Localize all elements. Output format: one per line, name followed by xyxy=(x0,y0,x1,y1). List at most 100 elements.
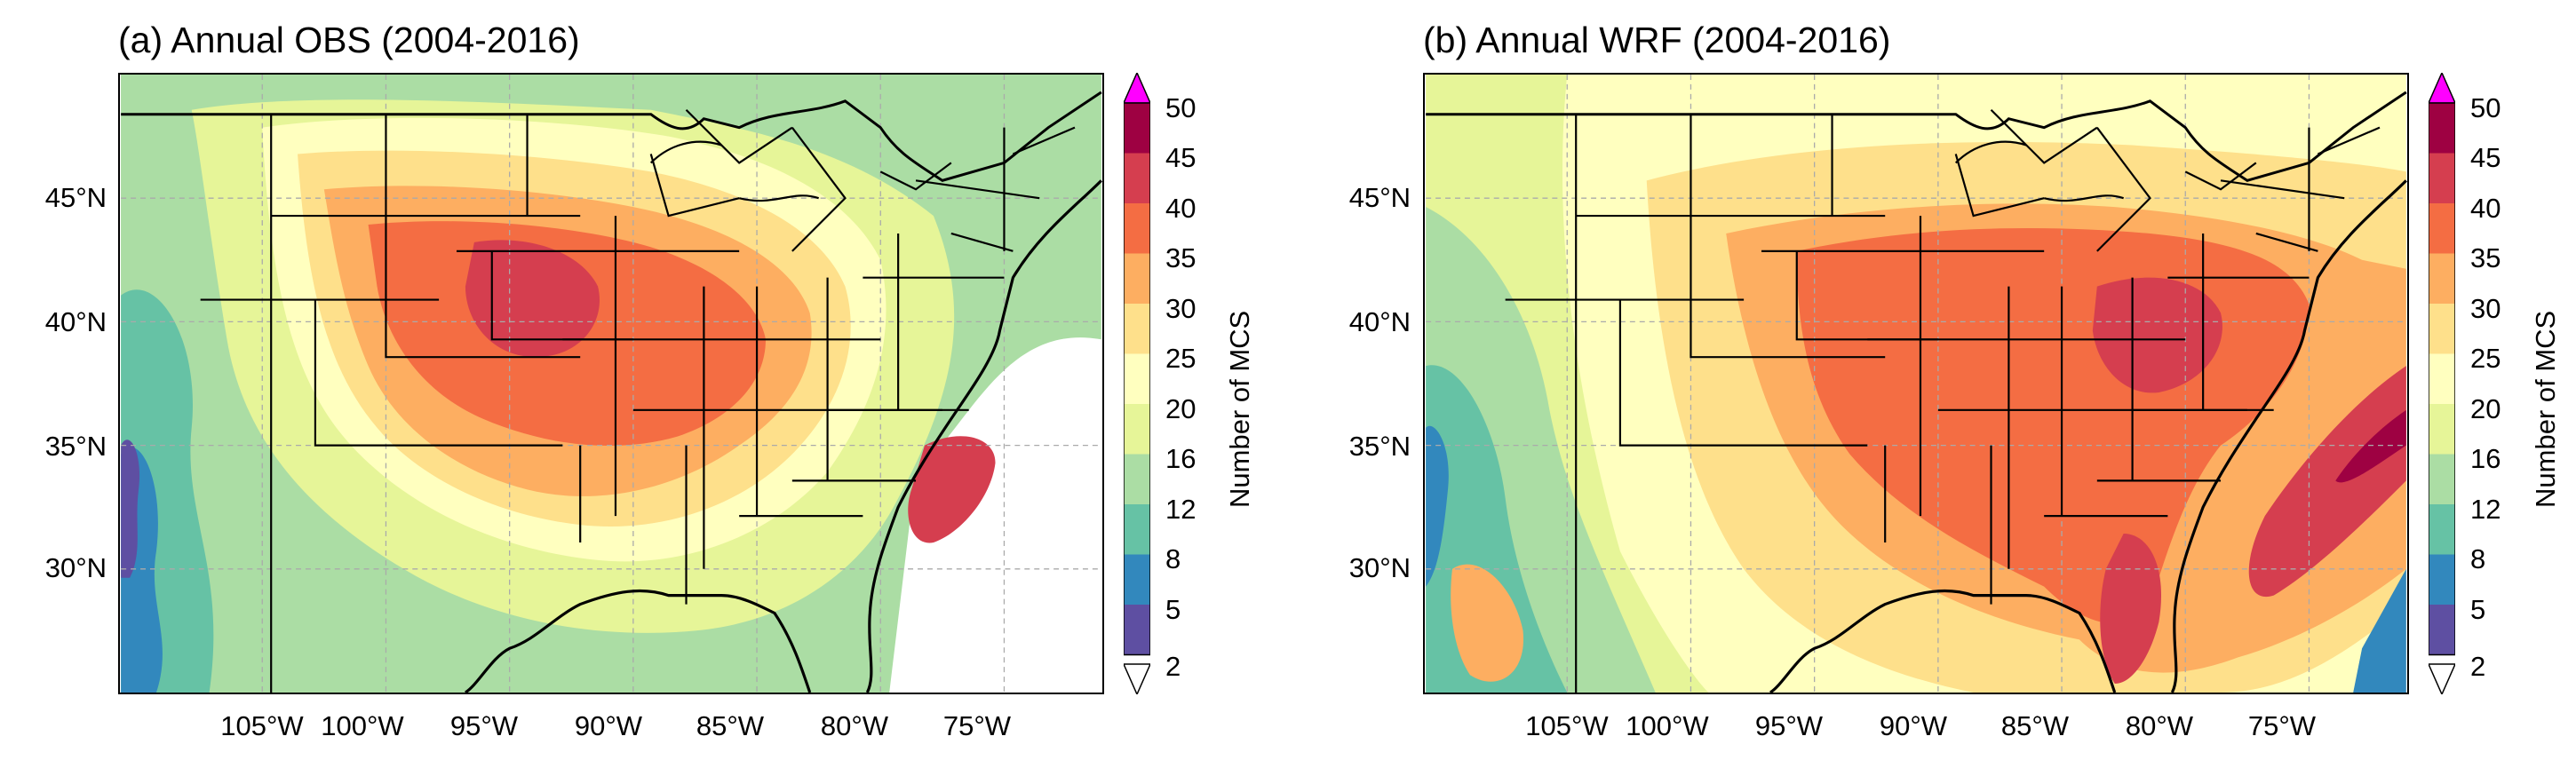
state-border xyxy=(685,108,793,164)
colorbar-band xyxy=(1124,203,1150,254)
colorbar-band xyxy=(1124,153,1150,204)
colorbar-band xyxy=(2429,304,2455,354)
lon-label-100w: 100°W xyxy=(321,710,404,741)
cb-tick-40: 40 xyxy=(1165,193,1197,224)
lon-label-80w: 80°W xyxy=(2125,710,2194,741)
lon-label-105w: 105°W xyxy=(1525,710,1609,741)
lon-label-85w: 85°W xyxy=(2000,710,2070,741)
lon-label-95w: 95°W xyxy=(449,710,519,741)
colorbar-title: Number of MCS xyxy=(1224,310,1255,508)
state-border xyxy=(1990,108,2098,164)
cb-tick-16: 16 xyxy=(2470,443,2501,474)
colorbar-band xyxy=(1124,554,1150,606)
panel-title: (a) Annual OBS (2004-2016) xyxy=(118,20,580,60)
field-appalachian-40-45 xyxy=(2092,277,2222,393)
map-layer xyxy=(121,75,1102,693)
cb-tick-35: 35 xyxy=(1165,242,1197,273)
colorbar-obs-svg xyxy=(1122,71,1152,696)
state-border xyxy=(1954,140,2027,164)
colorbar-over-triangle xyxy=(1122,71,1152,104)
state-border xyxy=(2043,194,2125,202)
colorbar-band xyxy=(1124,304,1150,354)
colorbar-wrf xyxy=(2427,71,2457,696)
state-border xyxy=(2220,179,2345,200)
cb-tick-2: 2 xyxy=(2470,651,2486,682)
lat-label-45: 45°N xyxy=(1348,182,1411,213)
cb-tick-8: 8 xyxy=(2470,543,2486,574)
colorbar-band xyxy=(1124,103,1150,154)
national-border xyxy=(121,91,1102,182)
field-atlantic-40-45 xyxy=(2248,366,2406,598)
lon-label-75w: 75°W xyxy=(2247,710,2317,741)
cb-tick-30: 30 xyxy=(2470,293,2501,324)
colorbar-wrf-svg xyxy=(2427,71,2457,696)
lat-label-40: 40°N xyxy=(1348,306,1411,337)
state-border xyxy=(1690,216,1886,359)
lon-label-90w: 90°W xyxy=(1879,710,1948,741)
colorbar-band xyxy=(2429,353,2455,405)
state-border xyxy=(879,162,952,191)
state-border xyxy=(1618,299,1868,447)
lon-label-75w: 75°W xyxy=(942,710,1012,741)
coastline xyxy=(464,179,1102,693)
field-40-45 xyxy=(465,240,600,358)
cb-tick-2: 2 xyxy=(1165,651,1181,682)
cb-tick-50: 50 xyxy=(2470,92,2501,123)
map-obs xyxy=(118,73,1104,694)
lat-label-30: 30°N xyxy=(1348,552,1411,583)
field-se-5-8 xyxy=(2353,568,2406,693)
lat-label-35: 35°N xyxy=(1348,431,1411,462)
state-border xyxy=(2184,162,2257,191)
colorbar-band xyxy=(2429,605,2455,655)
lon-label-80w: 80°W xyxy=(820,710,889,741)
colorbar-band xyxy=(2429,153,2455,204)
cb-tick-30: 30 xyxy=(1165,293,1197,324)
state-border xyxy=(738,194,820,202)
state-border xyxy=(1012,126,1076,155)
cb-tick-35: 35 xyxy=(2470,242,2501,273)
map-layer xyxy=(1426,75,2407,693)
lon-label-105w: 105°W xyxy=(220,710,304,741)
panel-obs: (a) Annual OBS (2004-2016) 45°N 40°N 35°… xyxy=(44,20,1255,741)
colorbar-band xyxy=(2429,203,2455,254)
state-border xyxy=(791,127,847,252)
state-border xyxy=(314,299,563,447)
state-border xyxy=(2317,126,2381,155)
lat-label-35: 35°N xyxy=(44,431,107,462)
state-border xyxy=(950,232,1014,252)
state-border xyxy=(385,216,581,359)
cb-tick-40: 40 xyxy=(2470,193,2501,224)
cb-tick-8: 8 xyxy=(1165,543,1181,574)
lon-label-95w: 95°W xyxy=(1754,710,1824,741)
cb-tick-16: 16 xyxy=(1165,443,1197,474)
lat-label-30: 30°N xyxy=(44,552,107,583)
cb-tick-20: 20 xyxy=(1165,393,1197,424)
field-atlantic-40-45 xyxy=(908,436,996,543)
colorbar-band xyxy=(2429,103,2455,154)
state-border xyxy=(915,179,1040,200)
cb-tick-50: 50 xyxy=(1165,92,1197,123)
field-sw-30-35 xyxy=(1451,564,1524,682)
colorbar-band xyxy=(1124,253,1150,305)
cb-tick-5: 5 xyxy=(2470,594,2486,625)
colorbar-band xyxy=(1124,504,1150,555)
cb-tick-45: 45 xyxy=(1165,142,1197,173)
lon-label-85w: 85°W xyxy=(696,710,765,741)
state-border xyxy=(2255,232,2318,252)
cb-tick-5: 5 xyxy=(1165,594,1181,625)
map-wrf xyxy=(1423,73,2409,694)
colorbar-band xyxy=(2429,454,2455,505)
colorbar-band xyxy=(1124,605,1150,655)
colorbar-over-triangle xyxy=(2427,71,2457,104)
colorbar-title: Number of MCS xyxy=(2530,310,2561,508)
map-obs-canvas xyxy=(121,75,1102,693)
field-atlantic-45-50 xyxy=(2335,409,2406,483)
cb-tick-12: 12 xyxy=(2470,494,2501,525)
field-2-5 xyxy=(121,439,140,578)
colorbar-under-triangle xyxy=(1122,663,1152,696)
panel-title: (b) Annual WRF (2004-2016) xyxy=(1423,20,1891,60)
cb-tick-12: 12 xyxy=(1165,494,1197,525)
colorbar-under-triangle xyxy=(2427,663,2457,696)
map-wrf-canvas xyxy=(1426,75,2407,693)
lat-label-45: 45°N xyxy=(44,182,107,213)
